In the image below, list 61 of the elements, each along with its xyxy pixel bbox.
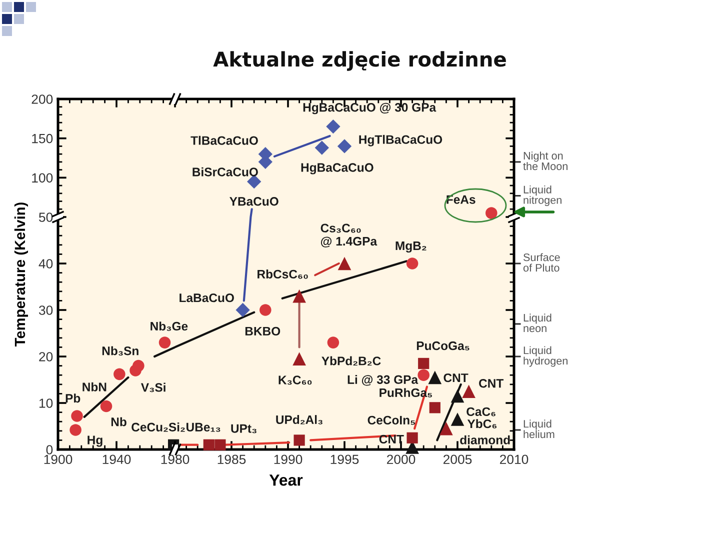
annotation: YbPd₂B₂C <box>322 356 381 366</box>
y-tick-label: 0 <box>46 445 53 454</box>
y-tick-label: 40 <box>38 259 53 268</box>
annotation: HgBaCaCuO <box>301 163 374 174</box>
y-tick-label: 50 <box>38 212 53 222</box>
annotation: FeAs <box>446 195 476 204</box>
annotation: BKBO <box>245 326 280 336</box>
annotation: YBaCuO <box>230 197 278 206</box>
annotation: HgTlBaCaCuO <box>359 134 442 146</box>
x-tick-label: 1985 <box>218 454 246 464</box>
annotation: CeCoIn₅ <box>368 416 415 425</box>
ref-line-label: Night on the Moon <box>523 152 568 170</box>
annotation: UPd₂Al₃ <box>276 415 322 424</box>
annotation: UPt₃ <box>231 424 256 434</box>
x-tick-label: 1980 <box>161 454 190 464</box>
annotation: CNT <box>479 379 504 388</box>
ref-line-label: Surface of Pluto <box>523 253 560 272</box>
annotation: Nb₃Ge <box>150 322 188 331</box>
annotation: Pb <box>66 394 80 403</box>
ref-line-label: Liquid nitrogen <box>524 185 562 206</box>
annotation: LaBaCuO <box>180 294 234 302</box>
annotation: CNT <box>444 373 468 382</box>
x-tick-label: 1995 <box>330 454 359 464</box>
annotation: Nb₃Sn <box>102 346 138 356</box>
x-tick-label: 2010 <box>500 454 528 464</box>
annotation: UBe₁₃ <box>186 422 220 432</box>
x-tick-label: 1990 <box>274 454 302 464</box>
annotation: HgBaCaCuO @ 30 GPa <box>303 102 436 114</box>
y-tick-label: 10 <box>39 398 53 408</box>
annotation: diamond <box>460 435 510 444</box>
annotation: RbCsC₆₀ <box>258 270 308 279</box>
annotation: K₃C₆₀ <box>278 376 312 385</box>
annotation: Li @ 33 GPa <box>348 374 418 386</box>
annotation: CNT <box>379 434 404 444</box>
annotation: Hg <box>88 436 102 447</box>
annotation: PuCoGa₅ <box>416 341 470 350</box>
annotation: NbN <box>82 382 106 392</box>
ref-line-label: Liquid hydrogen <box>524 346 568 367</box>
y-tick-label: 200 <box>32 94 53 104</box>
y-tick-label: 150 <box>32 134 53 144</box>
x-tick-label: 2000 <box>386 454 416 464</box>
ref-line-label: Liquid helium <box>524 420 554 438</box>
annotation: CeCu₂Si₂ <box>132 422 185 432</box>
x-axis-title: Year <box>269 474 303 486</box>
annotation: V₃Si <box>140 382 166 392</box>
annotation: TlBaCaCuO <box>190 136 258 145</box>
ref-line-label: Liquid neon <box>524 314 552 332</box>
chart-title: Aktualne zdjęcie rodzinne <box>213 51 506 71</box>
annotation: CaC₆ <box>466 407 496 416</box>
x-tick-label: 1940 <box>102 454 131 464</box>
y-tick-label: 100 <box>32 173 53 183</box>
annotation: BiSrCaCuO <box>192 167 258 176</box>
x-tick-label: 2005 <box>443 454 472 464</box>
y-axis-title: Temperature (Kelvin) <box>14 202 28 346</box>
annotation: Cs₃C₆₀ @ 1.4GPa <box>320 224 378 248</box>
y-tick-label: 20 <box>39 352 53 362</box>
annotation: YbC₆ <box>467 419 497 428</box>
annotation: MgB₂ <box>396 242 426 253</box>
y-tick-label: 30 <box>38 306 53 315</box>
annotation: Nb <box>111 417 126 426</box>
x-tick-label: 1900 <box>44 454 72 464</box>
